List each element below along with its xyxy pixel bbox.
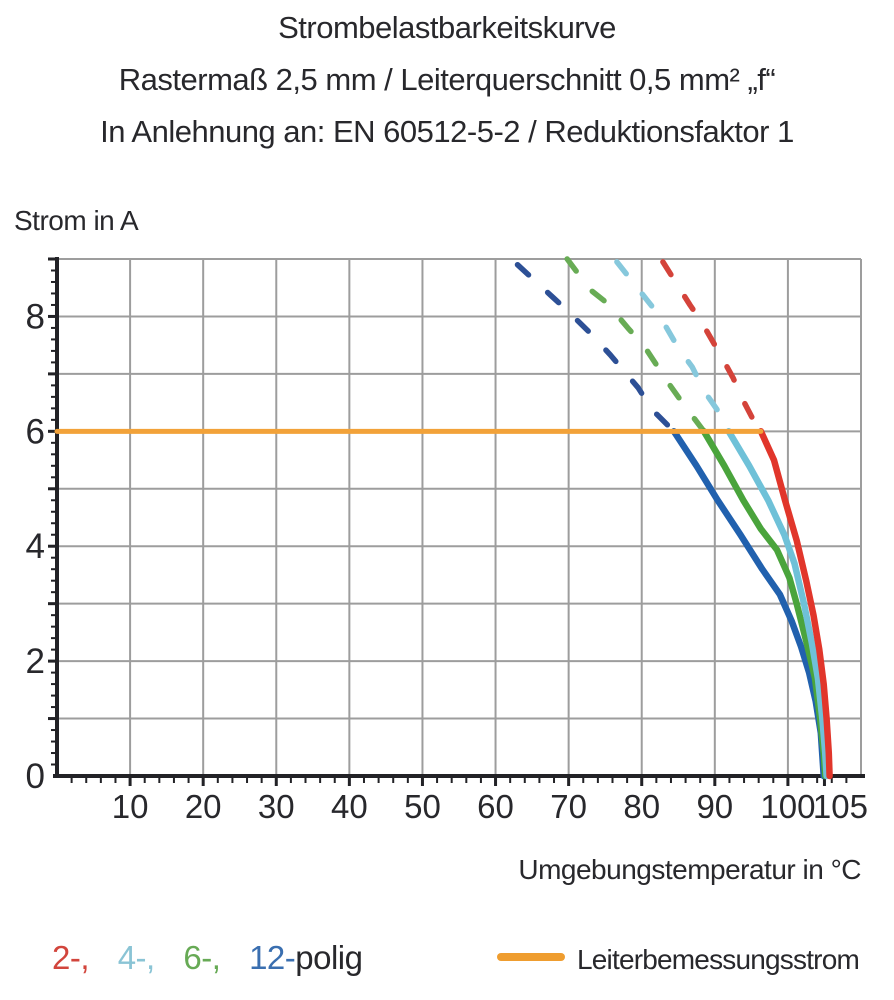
svg-text:50: 50 bbox=[404, 788, 441, 825]
svg-text:100: 100 bbox=[760, 788, 815, 825]
y-tick-labels: 0 2 4 6 8 bbox=[26, 297, 45, 796]
svg-text:60: 60 bbox=[477, 788, 514, 825]
svg-text:30: 30 bbox=[258, 788, 295, 825]
rated-current-label: Leiterbemessungsstrom bbox=[577, 944, 860, 975]
curve-dashed-4-polig bbox=[614, 259, 732, 435]
svg-text:105: 105 bbox=[813, 788, 868, 825]
legend-suffix-polig: polig bbox=[295, 939, 363, 976]
chart-title-line-2: Rastermaß 2,5 mm / Leiterquerschnitt 0,5… bbox=[118, 62, 776, 97]
legend-item-6-polig: 6-, bbox=[183, 939, 221, 976]
svg-text:0: 0 bbox=[26, 757, 45, 796]
rated-current-swatch bbox=[497, 953, 565, 961]
svg-text:80: 80 bbox=[623, 788, 660, 825]
svg-text:20: 20 bbox=[185, 788, 222, 825]
chart-title-line-3: In Anlehnung an: EN 60512-5-2 / Reduktio… bbox=[100, 114, 794, 149]
x-axis-title: Umgebungstemperatur in °C bbox=[518, 854, 861, 885]
legend-pole-counts: 2-, 4-, 6-, 12-polig bbox=[52, 936, 363, 980]
curve-dashed-12-polig bbox=[514, 261, 677, 435]
legend-item-4-polig: 4-, bbox=[117, 939, 156, 976]
chart-title-line-1: Strombelastbarkeitskurve bbox=[278, 10, 616, 45]
svg-text:10: 10 bbox=[112, 788, 149, 825]
curve-solid-4-polig bbox=[725, 428, 830, 780]
svg-text:4: 4 bbox=[26, 527, 45, 566]
svg-text:70: 70 bbox=[550, 788, 587, 825]
curve-dashed-2-polig bbox=[660, 259, 764, 435]
curve-solid-2-polig bbox=[757, 428, 833, 780]
axis-ticks bbox=[48, 257, 848, 786]
legend-item-2-polig: 2-, bbox=[52, 939, 90, 976]
curve-dashed-6-polig bbox=[564, 256, 707, 435]
legend: 2-, 4-, 6-, 12-polig Leiterbemessungsstr… bbox=[0, 936, 894, 992]
y-axis-title: Strom in A bbox=[14, 205, 139, 236]
series-curves bbox=[514, 256, 833, 780]
svg-text:90: 90 bbox=[696, 788, 733, 825]
legend-item-12-polig: 12- bbox=[249, 939, 296, 976]
axes bbox=[53, 257, 865, 778]
svg-text:6: 6 bbox=[26, 412, 45, 451]
chart-header: Strombelastbarkeitskurve Rastermaß 2,5 m… bbox=[0, 2, 894, 158]
svg-text:2: 2 bbox=[26, 642, 45, 681]
svg-text:40: 40 bbox=[331, 788, 368, 825]
grid bbox=[57, 258, 862, 776]
svg-text:8: 8 bbox=[26, 297, 45, 336]
